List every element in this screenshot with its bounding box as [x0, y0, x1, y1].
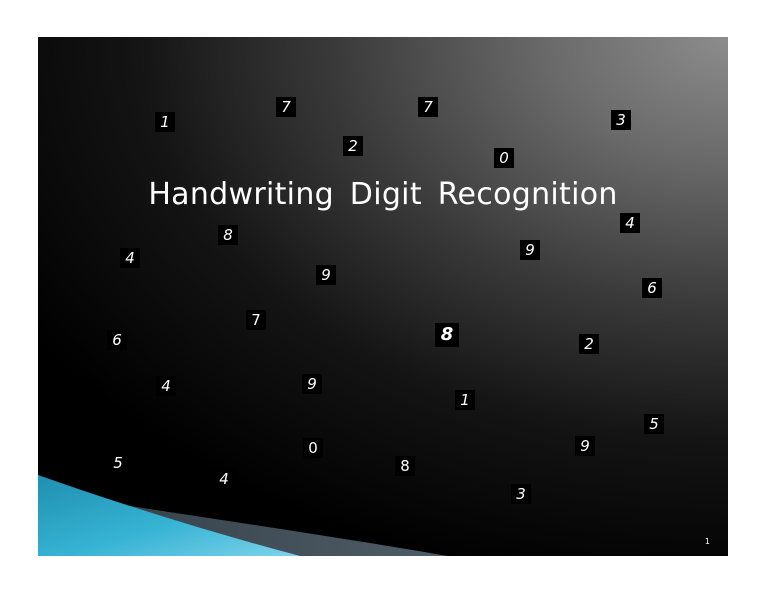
- digit-tile: 9: [316, 265, 336, 285]
- digit-tile: 7: [276, 97, 296, 117]
- digit-tile: 4: [120, 248, 140, 268]
- digit-tile: 3: [611, 110, 631, 130]
- digit-tile: 0: [494, 148, 514, 168]
- digit-tile: 9: [575, 436, 595, 456]
- digit-tile: 5: [644, 414, 664, 434]
- digit-tile: 8: [395, 456, 415, 476]
- digit-tile: 7: [246, 310, 266, 330]
- slide-title: Handwriting Digit Recognition: [148, 177, 618, 212]
- corner-swoosh-decoration: [38, 475, 448, 556]
- slide: Handwriting Digit Recognition 1 7 7 3 2 …: [38, 37, 728, 556]
- digit-tile: 8: [435, 323, 459, 347]
- digit-tile: 8: [218, 225, 238, 245]
- digit-tile: 4: [156, 376, 176, 396]
- teal-swoosh: [38, 475, 300, 556]
- digit-tile: 1: [455, 390, 475, 410]
- digit-tile: 5: [108, 453, 128, 473]
- digit-tile: 4: [214, 469, 234, 489]
- digit-tile: 2: [579, 334, 599, 354]
- digit-tile: 4: [620, 213, 640, 233]
- digit-tile: 6: [107, 330, 127, 350]
- digit-tile: 2: [343, 136, 363, 156]
- digit-tile: 7: [418, 97, 438, 117]
- digit-tile: 9: [520, 240, 540, 260]
- page-number: 1: [704, 537, 710, 546]
- digit-tile: 9: [302, 374, 322, 394]
- digit-tile: 3: [511, 484, 531, 504]
- digit-tile: 1: [155, 112, 175, 132]
- digit-tile: 6: [642, 278, 662, 298]
- digit-tile: 0: [303, 438, 323, 458]
